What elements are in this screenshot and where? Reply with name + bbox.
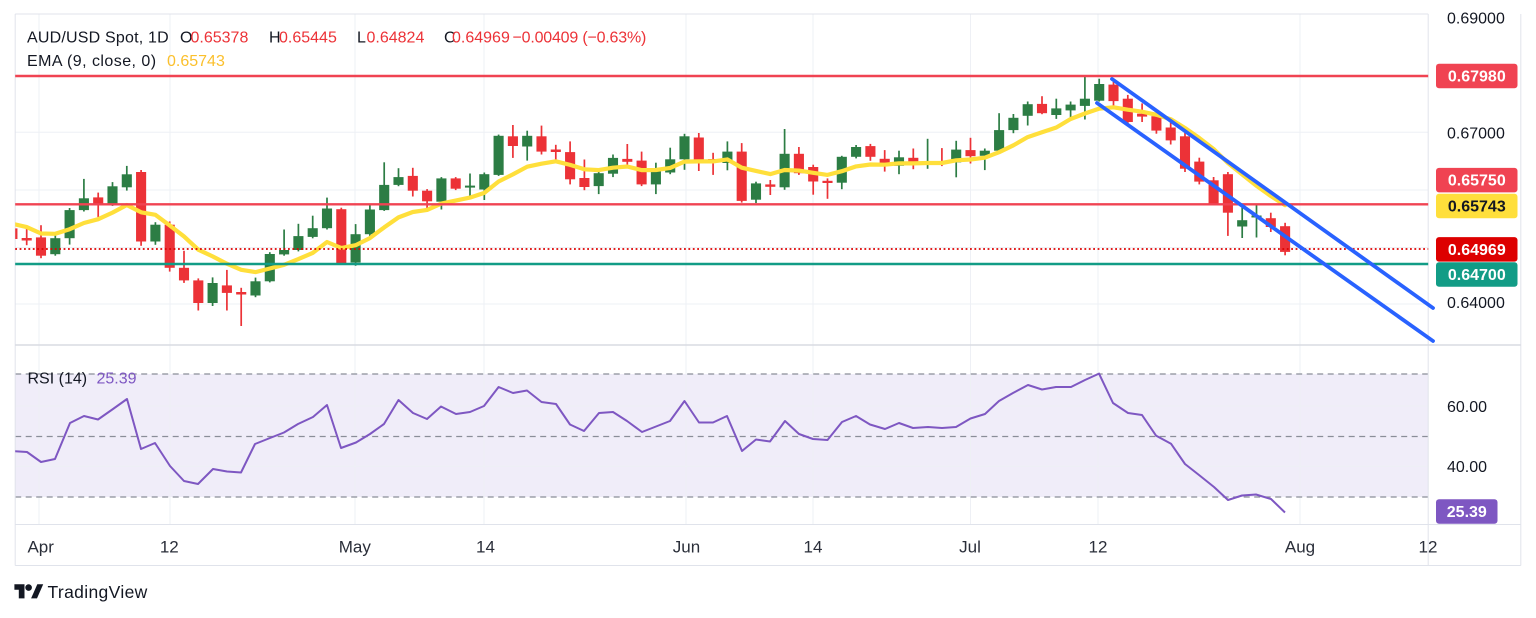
svg-text:C: C xyxy=(444,29,456,46)
svg-text:0.64969: 0.64969 xyxy=(452,29,510,46)
svg-text:H: H xyxy=(269,29,281,46)
svg-text:−0.00409 (−0.63%): −0.00409 (−0.63%) xyxy=(513,29,647,46)
svg-text:0.64700: 0.64700 xyxy=(1448,267,1506,284)
svg-text:40.00: 40.00 xyxy=(1447,459,1487,476)
svg-text:14: 14 xyxy=(804,538,823,557)
svg-text:0.67980: 0.67980 xyxy=(1448,69,1506,86)
svg-text:0.64000: 0.64000 xyxy=(1447,295,1505,312)
svg-text:25.39: 25.39 xyxy=(1447,504,1487,521)
svg-text:25.39: 25.39 xyxy=(97,370,137,387)
svg-text:RSI (14): RSI (14) xyxy=(28,370,88,387)
svg-text:12: 12 xyxy=(160,538,179,557)
svg-text:AUD/USD Spot, 1D: AUD/USD Spot, 1D xyxy=(27,29,169,46)
svg-text:L: L xyxy=(357,29,366,46)
svg-text:EMA (9, close, 0): EMA (9, close, 0) xyxy=(27,53,156,70)
svg-text:0.65378: 0.65378 xyxy=(191,29,249,46)
svg-text:0.65750: 0.65750 xyxy=(1448,173,1506,190)
svg-text:May: May xyxy=(339,538,372,557)
svg-text:12: 12 xyxy=(1419,538,1438,557)
svg-text:Apr: Apr xyxy=(27,538,54,557)
svg-text:0.64969: 0.64969 xyxy=(1448,242,1506,259)
svg-text:TradingView: TradingView xyxy=(48,582,148,602)
svg-text:0.65445: 0.65445 xyxy=(279,29,337,46)
svg-text:0.67000: 0.67000 xyxy=(1447,125,1505,142)
svg-text:0.64824: 0.64824 xyxy=(367,29,425,46)
svg-text:0.65743: 0.65743 xyxy=(1448,198,1506,215)
svg-text:0.65743: 0.65743 xyxy=(167,53,225,70)
svg-text:60.00: 60.00 xyxy=(1447,399,1487,416)
svg-text:0.69000: 0.69000 xyxy=(1447,10,1505,27)
svg-text:O: O xyxy=(180,29,192,46)
svg-text:14: 14 xyxy=(476,538,495,557)
svg-text:Jul: Jul xyxy=(959,538,981,557)
svg-text:Jun: Jun xyxy=(673,538,700,557)
svg-text:Aug: Aug xyxy=(1285,538,1315,557)
svg-text:12: 12 xyxy=(1089,538,1108,557)
